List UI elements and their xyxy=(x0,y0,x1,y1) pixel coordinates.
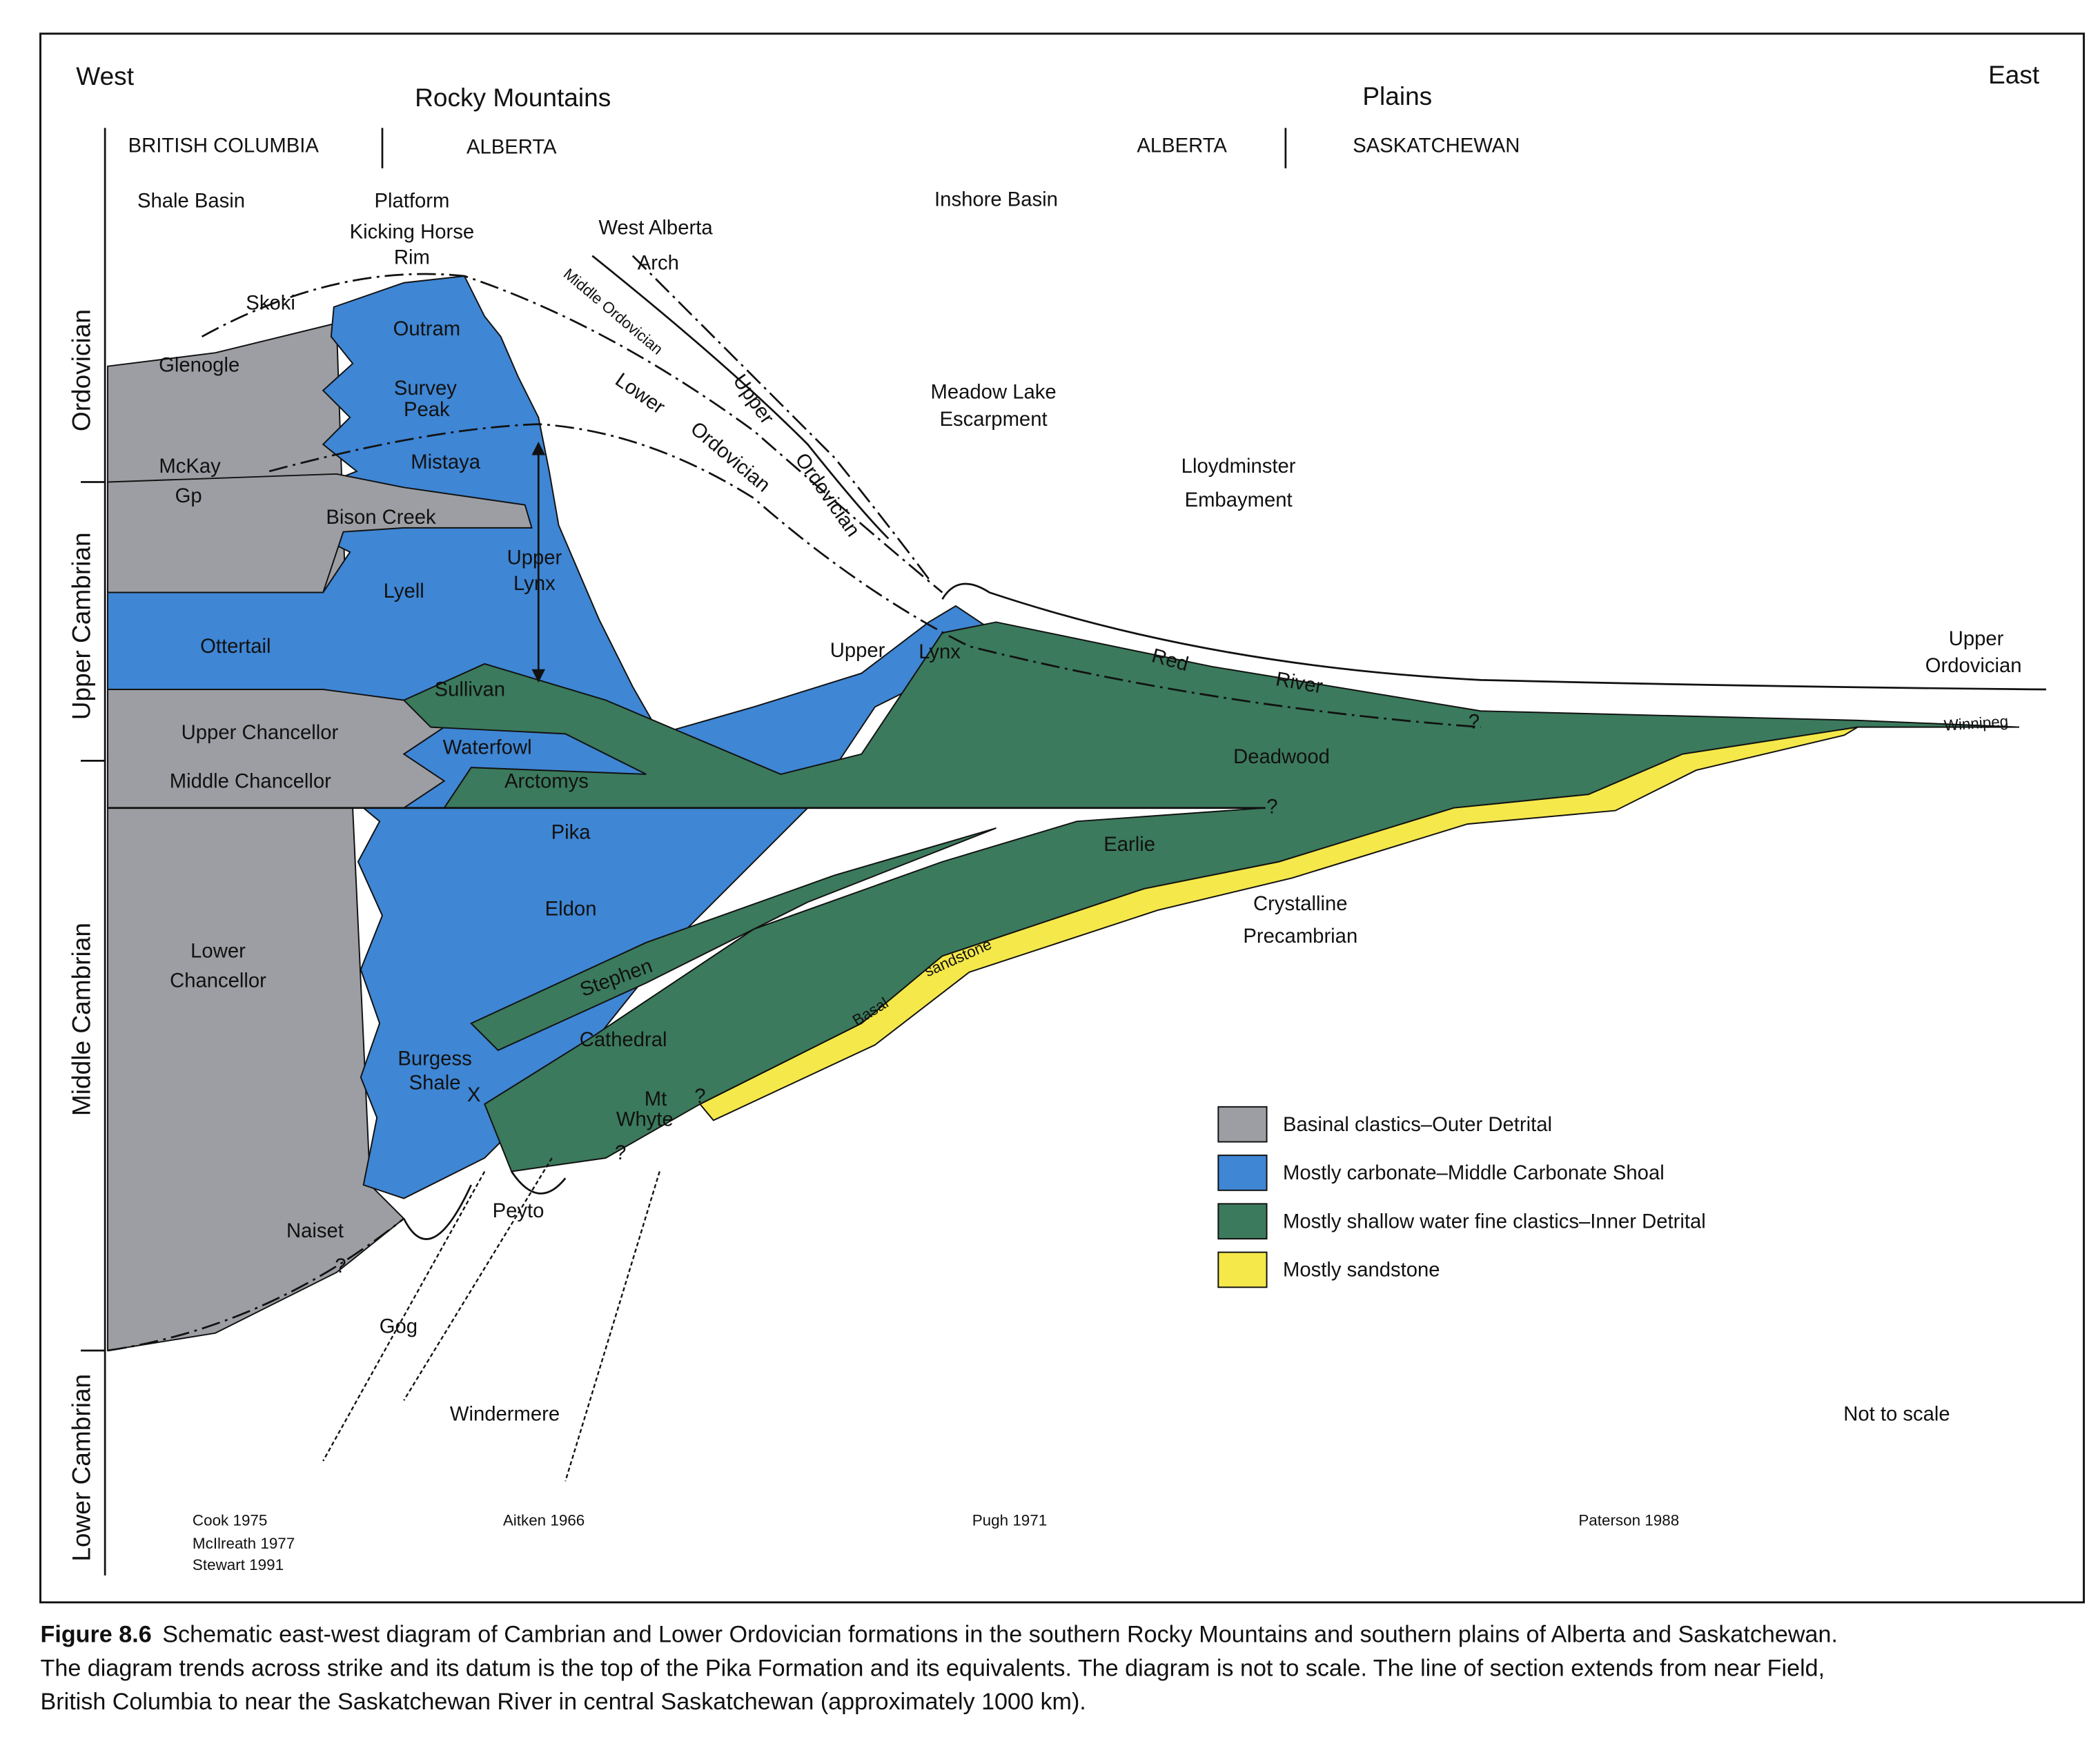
uncertain-mark: ? xyxy=(1469,712,1480,734)
formation: Bison Creek xyxy=(326,507,436,529)
formation: Lynx xyxy=(919,641,961,663)
fault-trace xyxy=(403,1157,553,1401)
formation: Sullivan xyxy=(435,679,505,701)
uncertain-mark: ? xyxy=(694,1086,705,1108)
geography: Platform xyxy=(374,190,449,212)
formation: Windermere xyxy=(450,1403,560,1425)
geography: Kicking Horse Rim xyxy=(350,221,474,268)
bison-creek-band xyxy=(107,473,533,593)
region: Rocky Mountains xyxy=(415,83,611,112)
caption: The diagram trends across strike and its… xyxy=(41,1655,1825,1681)
formation: McKay Gp xyxy=(159,455,221,507)
legend-swatch xyxy=(1217,1251,1268,1288)
formation: Peyto xyxy=(493,1200,544,1222)
uncertain-mark: ? xyxy=(1266,796,1277,818)
reference: Pugh 1971 xyxy=(972,1512,1047,1529)
formation: Waterfowl xyxy=(443,737,532,759)
formation: Middle Chancellor xyxy=(170,770,331,792)
gog-top xyxy=(107,1217,405,1352)
formation: Skoki xyxy=(246,293,295,315)
geography: Meadow Lake Escarpment xyxy=(931,381,1057,430)
period: Upper Cambrian xyxy=(67,532,96,720)
geography: West Alberta Arch xyxy=(598,217,713,274)
red-river-top xyxy=(941,582,2046,691)
basal-sandstone xyxy=(698,726,1858,1121)
formation: Survey Peak xyxy=(394,377,457,421)
formation: Eldon xyxy=(545,899,597,921)
province: BRITISH COLUMBIA xyxy=(128,135,320,157)
formation: Burgess Shale xyxy=(398,1048,471,1094)
geography: Inshore Basin xyxy=(934,188,1058,210)
direction: West xyxy=(76,61,134,90)
legend-swatch xyxy=(1217,1106,1268,1143)
uncertain-mark: ? xyxy=(615,1142,626,1164)
formation: Deadwood xyxy=(1233,746,1330,768)
fault-trace xyxy=(565,1171,660,1482)
geography: Shale Basin xyxy=(137,190,245,212)
caption: Figure 8.6 Schematic east-west diagram of… xyxy=(41,1622,1838,1648)
formation: Glenogle xyxy=(159,354,239,376)
formation: Crystalline Precambrian xyxy=(1243,893,1357,948)
direction: East xyxy=(1988,60,2040,89)
reference: Stewart 1991 xyxy=(193,1556,284,1573)
formation: Ottertail xyxy=(200,636,271,658)
peyto-brackets xyxy=(402,1170,567,1240)
formation: Mt Whyte xyxy=(616,1088,674,1130)
marker: X xyxy=(467,1084,481,1106)
note: Not to scale xyxy=(1843,1403,1950,1425)
formation: Earlie xyxy=(1103,834,1155,856)
formation: Upper Ordovician xyxy=(1925,628,2022,677)
legend-swatch xyxy=(1217,1155,1268,1191)
formation: Lyell xyxy=(384,580,424,602)
reference: Cook 1975 xyxy=(193,1512,267,1529)
uncertain-mark: ? xyxy=(335,1255,346,1277)
frame xyxy=(39,32,2086,1604)
formation: Gog xyxy=(380,1316,418,1338)
province: ALBERTA xyxy=(467,136,557,158)
legend-label: Mostly sandstone xyxy=(1283,1259,1440,1282)
legend-swatch xyxy=(1217,1203,1268,1240)
legend-label: Mostly carbonate–Middle Carbonate Shoal xyxy=(1283,1162,1665,1184)
formation: Upper Lynx xyxy=(507,547,562,594)
fault-trace xyxy=(322,1170,486,1462)
formation: Outram xyxy=(393,318,461,340)
reference: Aitken 1966 xyxy=(503,1512,585,1529)
reference: McIlreath 1977 xyxy=(193,1535,295,1552)
stephen-band xyxy=(470,827,997,1052)
legend-label: Basinal clastics–Outer Detrital xyxy=(1283,1114,1552,1136)
formation: Arctomys xyxy=(504,770,589,792)
legend-label: Mostly shallow water fine clastics–Inner… xyxy=(1283,1210,1706,1233)
formation: Naiset xyxy=(286,1220,344,1242)
period: Lower Cambrian xyxy=(67,1374,96,1562)
middle-ordovician-line xyxy=(631,255,930,580)
caption: British Columbia to near the Saskatchewa… xyxy=(41,1689,1086,1715)
province: SASKATCHEWAN xyxy=(1353,135,1520,157)
ordovician-top xyxy=(201,273,943,593)
formation: Lower Chancellor xyxy=(170,940,266,992)
reference: Paterson 1988 xyxy=(1578,1512,1679,1529)
formation: Upper xyxy=(830,640,885,662)
period: Middle Cambrian xyxy=(67,923,96,1116)
formation: Upper Chancellor xyxy=(181,722,339,744)
geography: Lloydminster Embayment xyxy=(1181,455,1296,511)
formation: Pika xyxy=(551,822,591,844)
province: ALBERTA xyxy=(1137,135,1227,157)
region: Plains xyxy=(1362,81,1432,110)
upper-ordovician-line xyxy=(591,255,890,540)
lower-ordovician-line xyxy=(268,423,1481,728)
formation: Cathedral xyxy=(580,1029,667,1051)
period: Ordovician xyxy=(67,309,96,431)
formation: Mistaya xyxy=(411,451,480,473)
